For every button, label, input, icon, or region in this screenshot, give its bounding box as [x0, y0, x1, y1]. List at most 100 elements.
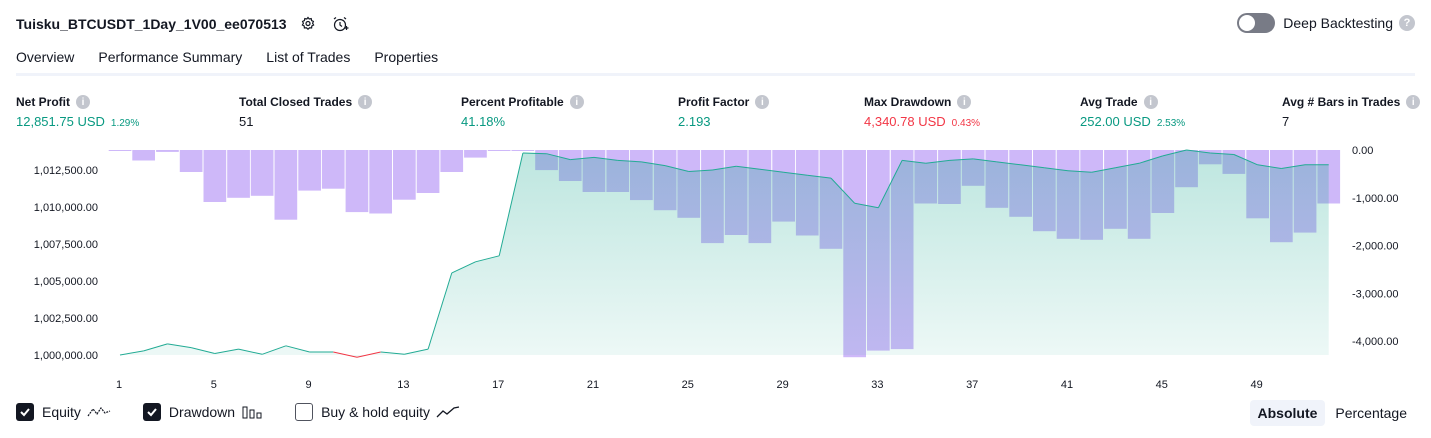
- x-axis-tick: 17: [492, 379, 504, 391]
- drawdown-bar: [203, 150, 227, 202]
- metric-total-closed-trades: Total Closed Trades i 51: [239, 94, 373, 129]
- equity-line-segment: [1186, 149, 1211, 154]
- x-axis-tick: 13: [397, 379, 409, 391]
- drawdown-bar: [440, 150, 464, 172]
- equity-line-segment: [1044, 167, 1069, 172]
- report-tabs: Overview Performance Summary List of Tra…: [16, 48, 462, 76]
- tab-list-of-trades[interactable]: List of Trades: [266, 49, 351, 65]
- strategy-header: Tuisku_BTCUSDT_1Day_1V00_ee070513: [16, 12, 351, 36]
- chart-legend: Equity Drawdown Buy & hold equity: [16, 403, 492, 421]
- right-axis-tick: -2,000.00: [1352, 241, 1398, 253]
- metric-label: Avg Trade: [1080, 95, 1138, 109]
- metric-value: 41.18%: [461, 114, 506, 129]
- equity-line-segment: [190, 347, 215, 354]
- legend-drawdown[interactable]: Drawdown: [142, 403, 263, 421]
- equity-line-segment: [925, 159, 950, 164]
- deep-backtesting-label: Deep Backtesting: [1283, 15, 1393, 31]
- left-axis-tick: 1,012,500.00: [34, 165, 98, 177]
- deep-backtesting-toggle[interactable]: [1237, 13, 1276, 33]
- equity-checkbox[interactable]: [16, 403, 34, 421]
- equity-line-segment: [712, 165, 737, 171]
- metric-percent: 0.43%: [951, 118, 981, 129]
- equity-line-segment: [451, 261, 476, 274]
- x-axis-tick: 9: [306, 379, 312, 391]
- equity-line-segment: [1138, 155, 1163, 164]
- info-icon[interactable]: i: [957, 95, 972, 109]
- x-axis-tick: 29: [776, 379, 788, 391]
- drawdown-bar: [393, 150, 416, 200]
- equity-line-segment: [830, 177, 856, 204]
- legend-label: Drawdown: [168, 404, 236, 420]
- metric-percent-profitable: Percent Profitable i 41.18%: [461, 94, 584, 129]
- drawdown-bar: [179, 150, 203, 172]
- equity-series: [119, 149, 1329, 358]
- equity-line-segment: [902, 159, 926, 164]
- equity-chart[interactable]: 1,000,000.00 1,002,500.00 1,005,000.00 1,00…: [0, 140, 1431, 395]
- buy-hold-checkbox[interactable]: [295, 403, 314, 421]
- metric-profit-factor: Profit Factor i 2.193: [678, 94, 770, 129]
- drawdown-bar: [321, 150, 345, 189]
- drawdown-checkbox[interactable]: [142, 403, 161, 421]
- equity-line-segment: [1281, 164, 1306, 169]
- metric-net-profit: Net Profit i 12,851.75 USD 1.29%: [16, 94, 139, 129]
- equity-line-icon: [87, 405, 111, 419]
- equity-line-segment: [1115, 162, 1140, 169]
- x-axis-tick: 5: [211, 379, 217, 391]
- info-icon[interactable]: i: [1406, 95, 1421, 109]
- equity-line-segment: [427, 272, 453, 350]
- legend-buy-hold[interactable]: Buy & hold equity: [295, 403, 460, 421]
- gear-icon[interactable]: [297, 13, 319, 35]
- drawdown-bar: [156, 150, 179, 152]
- info-icon[interactable]: i: [358, 95, 373, 109]
- equity-line-segment: [664, 165, 689, 172]
- metric-value: 7: [1282, 114, 1290, 129]
- help-icon[interactable]: ?: [1399, 15, 1415, 31]
- equity-line-segment: [783, 171, 808, 176]
- equity-line-segment: [854, 202, 879, 209]
- metric-max-drawdown: Max Drawdown i 4,340.78 USD 0.43%: [864, 94, 980, 129]
- tab-properties[interactable]: Properties: [374, 49, 439, 65]
- left-axis-tick: 1,007,500.00: [34, 239, 98, 251]
- equity-line-segment: [285, 345, 310, 353]
- metric-value: 51: [239, 114, 254, 129]
- metric-percent: 2.53%: [1156, 118, 1186, 129]
- equity-drawdown-chart[interactable]: 1,000,000.00 1,002,500.00 1,005,000.00 1,00…: [0, 140, 1431, 395]
- strategy-title: Tuisku_BTCUSDT_1Day_1V00_ee070513: [16, 16, 287, 32]
- absolute-button[interactable]: Absolute: [1249, 400, 1326, 426]
- info-icon[interactable]: i: [1143, 95, 1158, 109]
- equity-line-segment: [1020, 164, 1045, 169]
- alarm-clock-icon[interactable]: [329, 13, 351, 35]
- left-axis-tick: 1,002,500.00: [34, 313, 98, 325]
- equity-line-segment: [1233, 154, 1258, 166]
- x-axis-tick: 25: [682, 379, 694, 391]
- percentage-button[interactable]: Percentage: [1335, 405, 1407, 421]
- equity-line-segment: [1067, 170, 1092, 173]
- metric-label: Avg # Bars in Trades: [1282, 95, 1401, 109]
- tab-overview[interactable]: Overview: [16, 48, 75, 76]
- equity-line-segment: [143, 343, 168, 352]
- metric-avg-bars: Avg # Bars in Trades i 7: [1282, 94, 1421, 129]
- equity-line-segment: [570, 156, 595, 161]
- equity-line-segment: [949, 158, 974, 161]
- drawdown-bar: [298, 150, 321, 191]
- tab-performance-summary[interactable]: Performance Summary: [98, 49, 243, 65]
- deep-backtesting: Deep Backtesting ?: [1237, 13, 1415, 33]
- info-icon[interactable]: i: [76, 95, 90, 109]
- equity-line-segment: [522, 152, 547, 155]
- drawdown-bar: [250, 150, 274, 196]
- metric-label: Percent Profitable: [461, 95, 564, 109]
- metric-label: Total Closed Trades: [239, 95, 353, 109]
- x-axis-tick: 1: [116, 379, 122, 391]
- info-icon[interactable]: i: [569, 95, 584, 109]
- metric-value: 2.193: [678, 114, 711, 129]
- metric-label: Profit Factor: [678, 95, 750, 109]
- equity-line-segment: [759, 168, 784, 173]
- info-icon[interactable]: i: [755, 95, 770, 109]
- legend-equity[interactable]: Equity: [16, 403, 111, 421]
- equity-line-segment: [807, 174, 832, 179]
- drawdown-bar: [511, 150, 535, 151]
- equity-line-segment: [380, 351, 405, 355]
- equity-line-segment: [356, 351, 381, 358]
- equity-line-segment: [877, 160, 903, 208]
- right-axis-tick: -4,000.00: [1352, 336, 1398, 348]
